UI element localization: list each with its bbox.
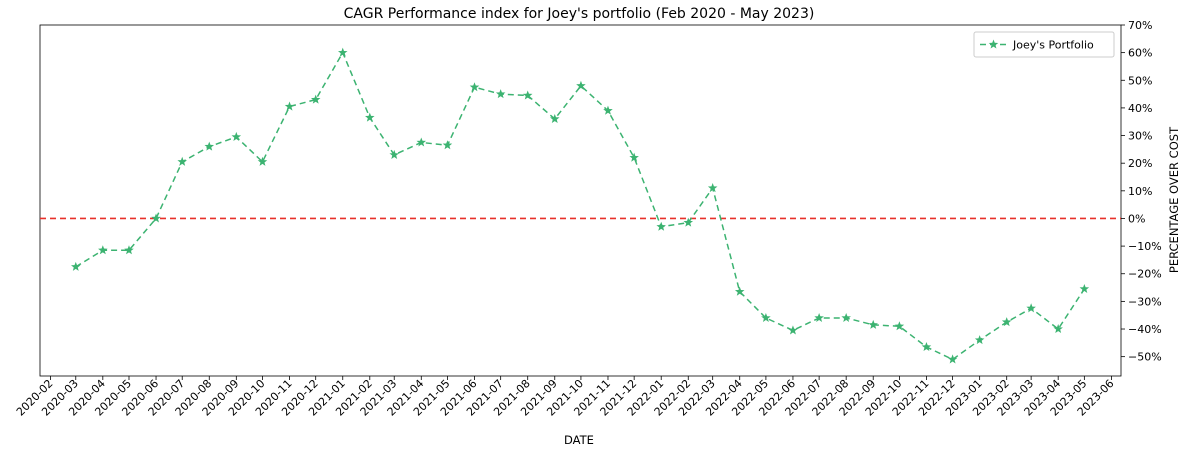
data-point	[894, 321, 905, 331]
data-point	[124, 245, 134, 255]
y-tick-label: −10%	[1128, 240, 1162, 253]
data-point	[974, 335, 985, 345]
data-point	[416, 137, 427, 147]
plot-area	[39, 24, 1122, 377]
y-tick-label: −40%	[1128, 323, 1162, 336]
data-point	[656, 221, 666, 231]
data-point	[284, 101, 295, 111]
series-markers	[71, 47, 1090, 364]
data-point	[1026, 303, 1036, 313]
data-point	[1053, 324, 1063, 334]
data-point	[814, 312, 824, 323]
y-tick-label: 0%	[1128, 212, 1145, 225]
y-tick-label: 40%	[1128, 102, 1152, 115]
x-axis-label: DATE	[564, 433, 594, 447]
data-point	[98, 245, 108, 255]
data-point	[788, 325, 798, 335]
data-point	[734, 286, 745, 296]
data-point	[389, 149, 399, 159]
data-point	[841, 312, 851, 323]
data-point	[231, 131, 242, 141]
data-point	[365, 112, 375, 122]
legend: Joey's Portfolio	[973, 31, 1115, 58]
data-point	[761, 312, 771, 323]
y-tick-label: −50%	[1128, 351, 1162, 364]
data-point	[707, 183, 718, 193]
data-point	[1001, 317, 1012, 327]
legend-frame	[973, 31, 1115, 58]
data-point	[1079, 283, 1090, 293]
y-tick-label: 30%	[1128, 130, 1152, 143]
y-axis: 70% 60% 50% 40% 30% 20% 10% 0% −10% −20% −30% −40% −…	[1121, 19, 1162, 364]
y-tick-label: 70%	[1128, 19, 1152, 32]
plot-frame	[39, 24, 1122, 377]
y-tick-label: 60%	[1128, 47, 1152, 60]
data-point	[469, 82, 480, 92]
data-point	[177, 156, 187, 166]
y-tick-label: 10%	[1128, 185, 1152, 198]
data-point	[310, 94, 321, 104]
y-axis-label: PERCENTAGE OVER COST	[1167, 126, 1181, 273]
data-point	[576, 80, 586, 90]
data-point	[603, 105, 613, 115]
y-tick-label: 50%	[1128, 74, 1152, 87]
data-point	[921, 341, 932, 352]
data-point	[337, 47, 348, 57]
data-point	[683, 217, 694, 227]
y-tick-label: −30%	[1128, 295, 1162, 308]
data-point	[947, 354, 958, 364]
legend-marker-star	[988, 39, 999, 49]
x-axis: 2020-022020-032020-042020-052020-062020-…	[14, 376, 1117, 419]
data-point	[151, 213, 161, 223]
data-point	[868, 319, 878, 329]
legend-entry-joeys-portfolio: Joey's Portfolio	[1012, 39, 1094, 52]
y-tick-label: 20%	[1128, 157, 1152, 170]
series-line-joeys-portfolio	[75, 50, 1085, 361]
data-point	[629, 152, 639, 162]
data-point	[71, 261, 81, 271]
y-tick-label: −20%	[1128, 268, 1162, 281]
data-point	[522, 90, 533, 100]
data-point	[442, 140, 453, 150]
data-point	[550, 113, 560, 124]
data-point	[257, 156, 268, 166]
data-point	[495, 89, 506, 99]
chart-title: CAGR Performance index for Joey's portfo…	[344, 6, 815, 22]
data-point	[204, 141, 215, 151]
